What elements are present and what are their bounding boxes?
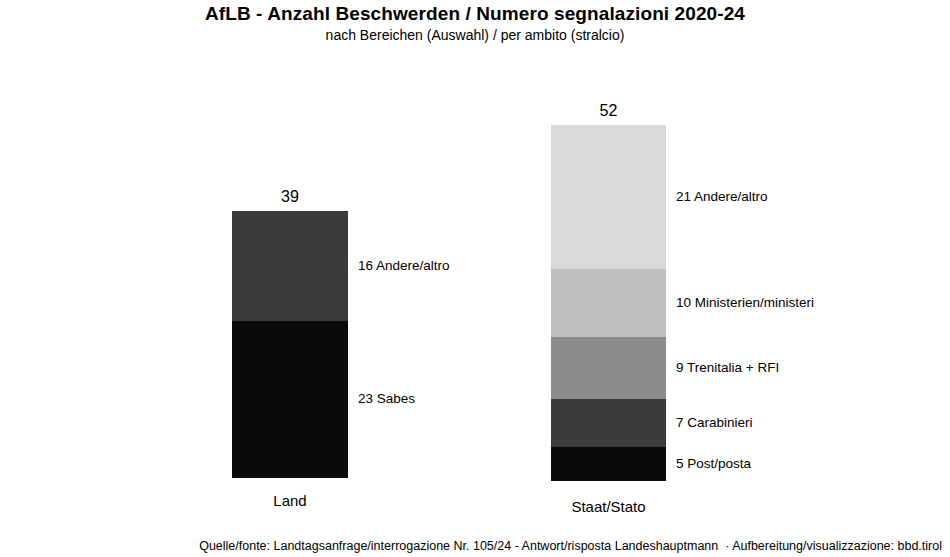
segment-label: 23 Sabes xyxy=(358,391,415,407)
bar-segment xyxy=(551,399,666,447)
bar-total-label: 39 xyxy=(232,188,348,206)
segment-label: 16 Andere/altro xyxy=(358,258,450,274)
stacked-bar-land xyxy=(232,211,348,478)
bar-category-label: Staat/Stato xyxy=(551,498,666,515)
bar-segment xyxy=(232,211,348,321)
bar-segment xyxy=(551,269,666,337)
segment-label: 9 Trenitalia + RFI xyxy=(676,360,779,376)
chart-page: AfLB - Anzahl Beschwerden / Numero segna… xyxy=(0,0,950,557)
segment-label: 5 Post/posta xyxy=(676,456,751,472)
bar-segment xyxy=(232,321,348,478)
bar-segment xyxy=(551,125,666,269)
bar-total-label: 52 xyxy=(551,102,666,120)
stacked-bar-chart: 39 Land 23 Sabes 16 Andere/altro 52 Staat/Sta… xyxy=(0,0,950,557)
bar-category-label: Land xyxy=(232,492,348,509)
segment-label: 21 Andere/altro xyxy=(676,189,768,205)
source-attribution: Quelle/fonte: Landtagsanfrage/interrogaz… xyxy=(199,539,942,553)
bar-segment xyxy=(551,337,666,399)
bar-segment xyxy=(551,447,666,481)
segment-label: 7 Carabinieri xyxy=(676,415,753,431)
segment-label: 10 Ministerien/ministeri xyxy=(676,295,814,311)
stacked-bar-staat-stato xyxy=(551,125,666,481)
